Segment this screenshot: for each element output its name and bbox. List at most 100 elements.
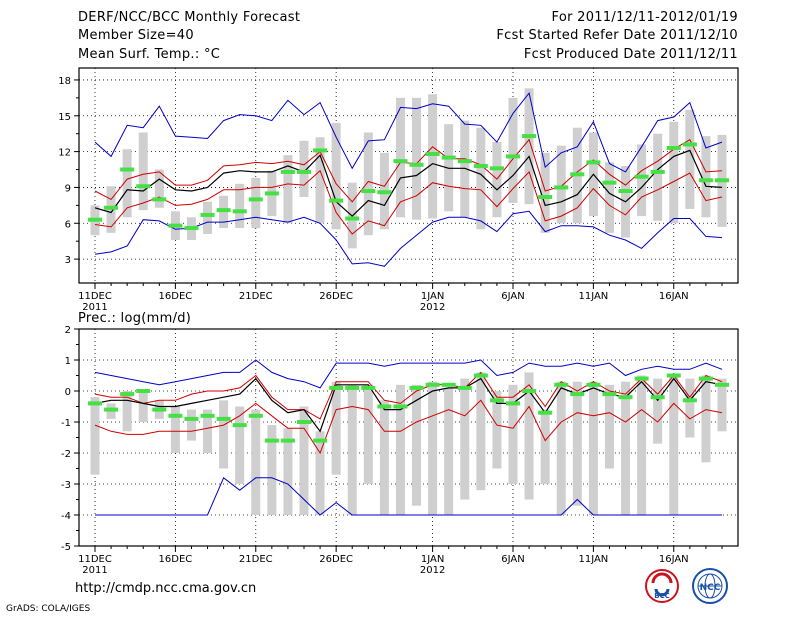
- temp-panel-title: Mean Surf. Temp.: °C: [78, 47, 221, 62]
- source-url[interactable]: http://cmdp.ncc.cma.gov.cn: [75, 581, 257, 596]
- member-range-bar: [444, 387, 454, 515]
- member-median-mark: [457, 385, 472, 390]
- member-range-bar: [299, 406, 309, 515]
- member-range-bar: [540, 152, 550, 233]
- member-median-mark: [297, 420, 311, 424]
- member-median-mark: [634, 174, 649, 179]
- member-median-mark: [216, 416, 231, 421]
- y-tick-label: 9: [65, 183, 71, 194]
- member-median-mark: [506, 154, 520, 159]
- ncc-logo-text: NCC: [700, 583, 721, 593]
- member-range-bar: [604, 162, 614, 233]
- x-tick-label: 11JAN: [578, 554, 608, 565]
- y-tick-label: -2: [61, 449, 71, 460]
- member-median-mark: [184, 416, 199, 421]
- member-median-mark: [200, 212, 215, 217]
- member-median-mark: [200, 413, 215, 418]
- member-median-mark: [473, 373, 488, 378]
- forecast-produced-date: Fcst Produced Date 2011/12/11: [523, 47, 738, 62]
- y-tick-label: 18: [58, 76, 71, 87]
- prec-panel-title: Prec.: log(mm/d): [78, 311, 192, 326]
- member-range-bar: [508, 384, 518, 484]
- member-median-mark: [570, 172, 585, 177]
- member-range-bar: [90, 397, 100, 475]
- member-range-bar: [572, 381, 582, 506]
- member-median-mark: [441, 382, 456, 387]
- y-tick-label: 3: [65, 255, 71, 266]
- member-median-mark: [554, 382, 569, 387]
- x-tick-year-label: 2011: [82, 565, 107, 576]
- member-median-mark: [184, 226, 199, 231]
- y-tick-label: 15: [58, 112, 71, 123]
- y-tick-label: 1: [65, 356, 71, 367]
- ncc-logo: NCC: [692, 568, 728, 604]
- member-range-bar: [154, 169, 164, 208]
- member-median-mark: [104, 205, 119, 210]
- x-tick-label: 16DEC: [159, 291, 193, 302]
- member-median-mark: [88, 401, 102, 406]
- member-range-bar: [412, 97, 422, 220]
- member-median-mark: [425, 152, 440, 156]
- member-median-mark: [329, 385, 344, 390]
- y-tick-label: -5: [61, 542, 71, 553]
- member-median-mark: [522, 134, 537, 139]
- member-median-mark: [216, 208, 231, 213]
- member-median-mark: [570, 392, 585, 397]
- member-median-mark: [393, 404, 408, 409]
- x-tick-label: 11JAN: [578, 291, 608, 302]
- member-median-mark: [650, 169, 665, 174]
- member-range-bar: [283, 428, 293, 515]
- member-median-mark: [698, 178, 713, 183]
- member-range-bar: [347, 384, 357, 515]
- y-tick-label: 0: [65, 387, 71, 398]
- member-median-mark: [538, 410, 553, 415]
- member-median-mark: [473, 163, 488, 168]
- x-tick-label: 26DEC: [319, 554, 353, 565]
- member-median-mark: [586, 160, 601, 165]
- member-median-mark: [152, 197, 167, 202]
- x-tick-label: 11DEC: [78, 291, 112, 302]
- y-tick-label: 12: [58, 148, 71, 159]
- member-median-mark: [457, 159, 472, 164]
- member-range-bar: [669, 121, 679, 224]
- member-median-mark: [425, 382, 440, 387]
- member-median-mark: [232, 209, 247, 214]
- series-line-max_top: [94, 359, 723, 389]
- x-tick-year-label: 2011: [82, 302, 107, 313]
- series-line-lower: [94, 399, 723, 455]
- member-median-mark: [489, 398, 504, 403]
- series-line-max: [94, 210, 723, 267]
- y-tick-label: 2: [65, 325, 71, 336]
- member-range-bar: [460, 378, 470, 500]
- member-range-bar: [556, 145, 566, 224]
- member-median-mark: [136, 184, 151, 189]
- member-range-bar: [701, 375, 711, 463]
- member-range-bar: [460, 120, 470, 218]
- forecast-period: For 2011/12/11-2012/01/19: [551, 10, 738, 25]
- member-range-bar: [251, 409, 261, 515]
- member-median-mark: [152, 407, 167, 412]
- member-median-mark: [618, 395, 633, 400]
- member-median-mark: [136, 389, 151, 393]
- member-median-mark: [313, 148, 328, 153]
- member-median-mark: [361, 189, 376, 194]
- series-line-mean: [94, 149, 723, 217]
- member-range-bar: [138, 391, 148, 422]
- member-range-bar: [492, 391, 502, 469]
- plot-frame: [78, 67, 739, 284]
- member-median-mark: [602, 180, 617, 185]
- member-median-mark: [280, 169, 295, 174]
- member-size: Member Size=40: [78, 28, 194, 43]
- member-range-bar: [604, 384, 614, 469]
- member-range-bar: [138, 132, 148, 211]
- member-range-bar: [283, 155, 293, 224]
- grads-credit: GrADS: COLA/IGES: [6, 604, 91, 614]
- member-median-mark: [634, 376, 649, 381]
- x-tick-label: 21DEC: [239, 291, 273, 302]
- member-range-bar: [637, 144, 647, 217]
- member-range-bar: [299, 140, 309, 197]
- y-tick-label: -1: [61, 418, 71, 429]
- member-range-bar: [476, 127, 486, 230]
